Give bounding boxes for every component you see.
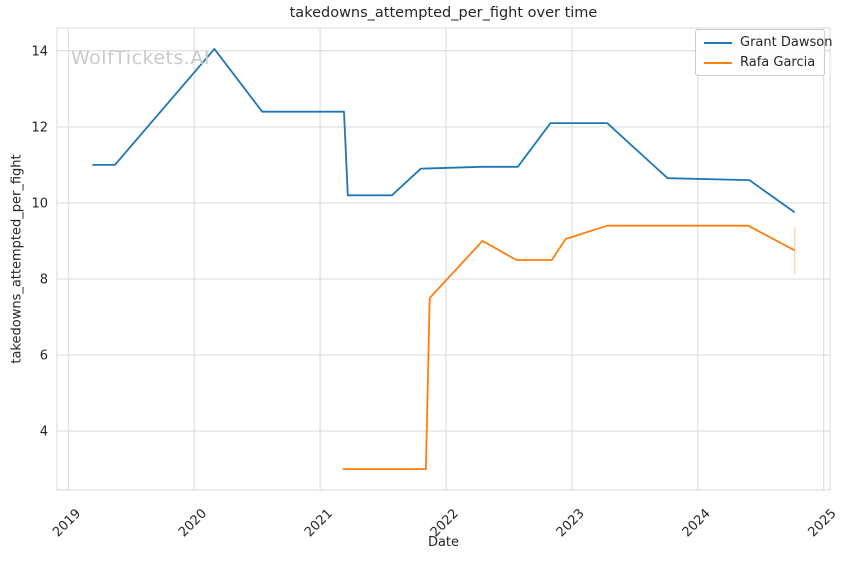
legend-label: Grant Dawson [740,35,833,50]
legend: Grant Dawson Rafa Garcia [695,29,832,76]
y-tick-label: 8 [40,273,48,288]
y-tick-label: 10 [31,196,48,211]
chart-title: takedowns_attempted_per_fight over time [289,5,598,21]
y-tick-label: 12 [31,120,48,135]
legend-item: Grant Dawson [704,35,832,50]
y-tick-label: 6 [40,349,48,364]
y-tick-label: 4 [40,425,48,440]
x-axis-label: Date [427,535,460,550]
y-tick-label: 14 [31,44,48,59]
series-line-rafa-garcia [342,224,796,470]
legend-line-swatch [704,61,732,64]
y-axis-label: takedowns_attempted_per_fight [9,154,25,364]
legend-label: Rafa Garcia [740,55,816,70]
legend-line-swatch [704,41,732,44]
plot-border [56,27,831,491]
watermark: WolfTickets.AI [71,47,211,69]
legend-item: Rafa Garcia [704,55,818,70]
series-line-grant-dawson [92,48,796,214]
